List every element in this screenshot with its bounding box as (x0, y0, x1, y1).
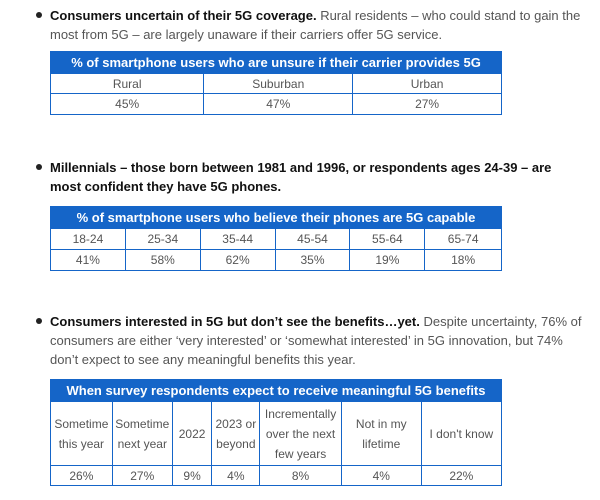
coverage-table: % of smartphone users who are unsure if … (49, 51, 502, 115)
capability-value-cell: 18% (424, 249, 502, 271)
coverage-header-urban: Urban (352, 73, 502, 94)
coverage-value-suburban: 47% (203, 93, 354, 115)
capability-table: % of smartphone users who believe their … (50, 206, 502, 271)
benefits-paragraph: Consumers interested in 5G but don’t see… (36, 312, 584, 369)
benefits-value-cell: 4% (211, 465, 261, 486)
coverage-header-rural: Rural (49, 73, 205, 94)
capability-header-cell: 65-74 (424, 228, 502, 250)
benefits-header-cell: I don't know (420, 401, 503, 466)
benefits-value-cell: 8% (259, 465, 342, 486)
benefits-value-cell: 22% (420, 465, 503, 486)
millennials-paragraph: Millennials – those born between 1981 an… (36, 158, 584, 196)
coverage-lead: Consumers uncertain of their 5G coverage… (50, 8, 317, 23)
capability-table-title: % of smartphone users who believe their … (50, 206, 502, 229)
benefits-header-cell: Sometime next year (111, 401, 173, 466)
millennials-lead: Millennials – those born between 1981 an… (50, 160, 552, 194)
section-millennials: Millennials – those born between 1981 an… (36, 158, 584, 196)
capability-value-cell: 19% (349, 249, 426, 271)
benefits-header-cell: Sometime this year (50, 401, 113, 466)
coverage-value-urban: 27% (352, 93, 502, 115)
capability-header-cell: 45-54 (274, 228, 351, 250)
coverage-value-rural: 45% (49, 93, 205, 115)
benefits-header-cell: 2023 or beyond (211, 401, 261, 466)
benefits-header-cell: Incrementally over the next few years (259, 401, 342, 466)
coverage-header-suburban: Suburban (203, 73, 354, 94)
benefits-value-cell: 27% (111, 465, 173, 486)
coverage-table-title: % of smartphone users who are unsure if … (50, 51, 502, 74)
capability-header-cell: 35-44 (199, 228, 276, 250)
coverage-body: Rural residents – who could stand to gai… (50, 8, 581, 42)
bullet-icon (36, 164, 42, 170)
capability-value-cell: 62% (199, 249, 276, 271)
benefits-table-title: When survey respondents expect to receiv… (50, 379, 502, 402)
bullet-icon (36, 318, 42, 324)
section-benefits: Consumers interested in 5G but don’t see… (36, 312, 584, 369)
benefits-table: When survey respondents expect to receiv… (50, 379, 503, 486)
capability-header-cell: 25-34 (124, 228, 201, 250)
capability-header-cell: 55-64 (349, 228, 426, 250)
benefits-lead: Consumers interested in 5G but don’t see… (50, 314, 420, 329)
bullet-icon (36, 12, 42, 18)
benefits-header-cell: Not in my lifetime (340, 401, 422, 466)
capability-value-cell: 58% (124, 249, 201, 271)
coverage-paragraph: Consumers uncertain of their 5G coverage… (36, 6, 584, 44)
benefits-value-cell: 4% (340, 465, 422, 486)
capability-value-cell: 41% (50, 249, 126, 271)
capability-header-cell: 18-24 (50, 228, 126, 250)
benefits-value-cell: 9% (171, 465, 213, 486)
benefits-body: Despite uncertainty, 76% of consumers ar… (50, 314, 582, 367)
section-coverage: Consumers uncertain of their 5G coverage… (36, 6, 584, 44)
capability-value-cell: 35% (274, 249, 351, 271)
benefits-header-cell: 2022 (171, 401, 213, 466)
benefits-value-cell: 26% (50, 465, 113, 486)
